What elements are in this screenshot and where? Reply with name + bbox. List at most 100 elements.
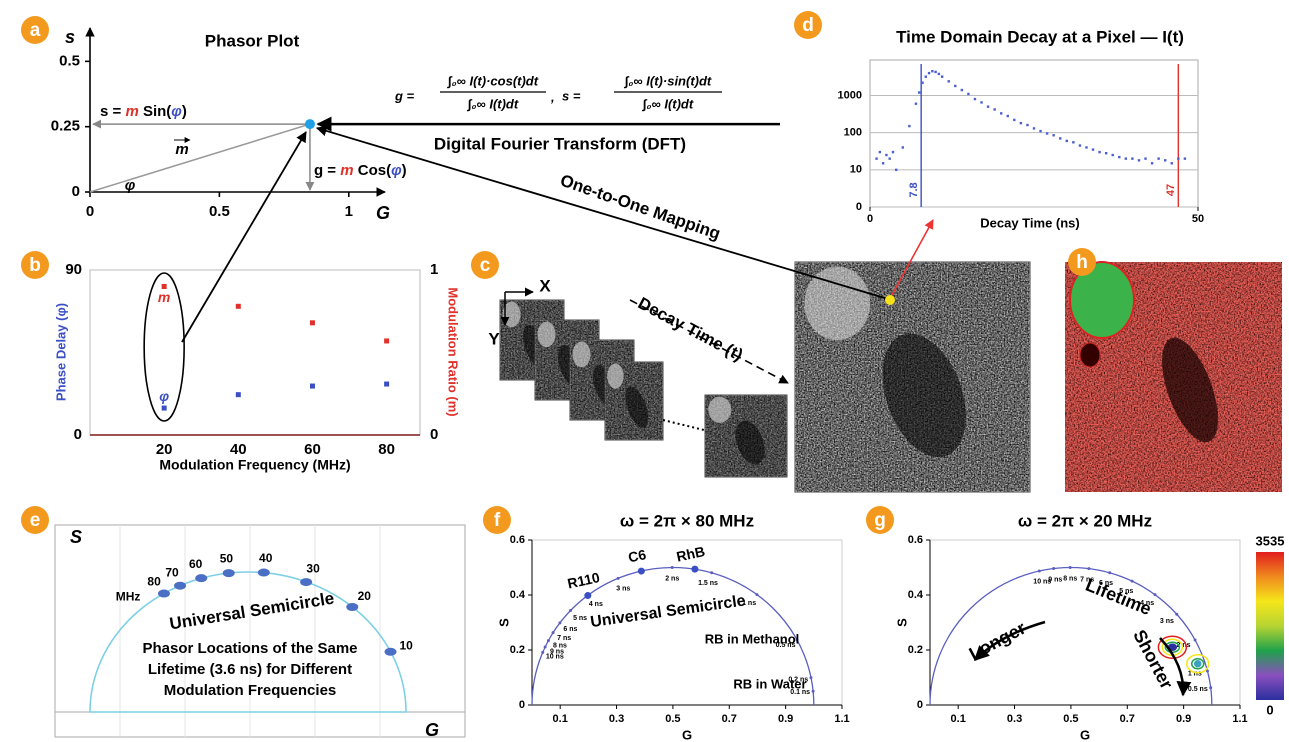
g-equation-part: Cos( bbox=[354, 162, 392, 179]
data-point bbox=[1013, 119, 1015, 121]
colorbar bbox=[1256, 552, 1284, 700]
x-tick-label: 0.7 bbox=[1120, 713, 1135, 725]
data-point bbox=[162, 406, 167, 411]
point-label: 30 bbox=[306, 561, 320, 575]
dye-point bbox=[691, 566, 698, 573]
data-point bbox=[1138, 159, 1140, 161]
y-tick-label: 0.4 bbox=[908, 589, 924, 601]
formula-part: ∫₀∞ I(t)·sin(t)dt bbox=[624, 73, 712, 88]
x-tick-label: 60 bbox=[304, 441, 321, 458]
lifetime-marker bbox=[1069, 566, 1072, 569]
lifetime-marker bbox=[544, 646, 547, 649]
angle-label: φ bbox=[125, 177, 136, 194]
data-point bbox=[888, 157, 890, 159]
y-tick-label: 0.25 bbox=[51, 118, 80, 135]
formula-part: ∫₀∞ I(t)dt bbox=[467, 96, 519, 111]
s-equation-part: m bbox=[125, 103, 138, 120]
y-tick-label: 0 bbox=[72, 183, 80, 200]
data-point bbox=[195, 574, 207, 582]
data-point bbox=[1171, 162, 1173, 164]
lifetime-marker bbox=[809, 676, 812, 679]
s-equation: s = m Sin(φ) bbox=[100, 103, 187, 120]
lifetime-marker bbox=[558, 621, 561, 624]
x-tick-label: 0.1 bbox=[553, 713, 568, 725]
data-point bbox=[236, 304, 241, 309]
data-point bbox=[1079, 144, 1081, 146]
lifetime-marker bbox=[755, 593, 758, 596]
series-label: m bbox=[158, 289, 170, 305]
data-point bbox=[1105, 152, 1107, 154]
lifetime-marker bbox=[671, 566, 674, 569]
data-point bbox=[1118, 156, 1120, 158]
phasor-point bbox=[305, 119, 315, 129]
lifetime-label: 3 ns bbox=[1160, 618, 1174, 625]
x-tick-label: 80 bbox=[378, 441, 395, 458]
g-equation-part: g = bbox=[314, 162, 340, 179]
data-point bbox=[384, 338, 389, 343]
data-point bbox=[967, 93, 969, 95]
image-feature bbox=[708, 397, 731, 423]
lifetime-label: 7 ns bbox=[557, 635, 571, 642]
data-point bbox=[1085, 146, 1087, 148]
data-point bbox=[1046, 132, 1048, 134]
point-label: 20 bbox=[358, 589, 372, 603]
axis-label: Y bbox=[488, 329, 500, 348]
data-point bbox=[1020, 122, 1022, 124]
point-label: 50 bbox=[220, 551, 234, 565]
lifetime-marker bbox=[1209, 686, 1212, 689]
image-feature bbox=[1080, 343, 1100, 367]
lifetime-marker bbox=[1153, 593, 1156, 596]
image-feature bbox=[573, 342, 591, 368]
g-equation-part: φ bbox=[391, 162, 402, 179]
lifetime-marker bbox=[812, 690, 815, 693]
y-tick-label: 10 bbox=[850, 164, 862, 176]
x-tick-label: 0.9 bbox=[1176, 713, 1191, 725]
lifetime-label: 1 ns bbox=[1188, 670, 1202, 677]
image-feature bbox=[607, 364, 623, 389]
formula-part: g = bbox=[394, 88, 415, 103]
data-point bbox=[1000, 112, 1002, 114]
point-label: 80 bbox=[147, 574, 161, 588]
y-axis-label: S bbox=[496, 618, 511, 627]
data-point bbox=[236, 392, 241, 397]
y2-tick-label: 0 bbox=[430, 426, 438, 443]
lifetime-marker bbox=[1052, 567, 1055, 570]
density-contour bbox=[1195, 661, 1201, 667]
data-point bbox=[346, 603, 358, 611]
panel-label: c bbox=[480, 255, 491, 276]
x-tick-label: 0.5 bbox=[209, 203, 230, 220]
data-point bbox=[1098, 151, 1100, 153]
data-point bbox=[885, 154, 887, 156]
y-tick-label: 0.2 bbox=[510, 644, 525, 656]
data-point bbox=[954, 85, 956, 87]
y-tick-label: 0.6 bbox=[510, 534, 525, 546]
chart-title: ω = 2π × 80 MHz bbox=[620, 511, 754, 530]
lifetime-label: 2 ns bbox=[665, 575, 679, 582]
data-point bbox=[921, 82, 923, 84]
x-axis-label: Modulation Frequency (MHz) bbox=[159, 457, 350, 473]
chart-title: ω = 2π × 20 MHz bbox=[1018, 511, 1152, 530]
y-axis-label: S bbox=[894, 618, 909, 627]
g-equation: g = m Cos(φ) bbox=[314, 162, 407, 179]
y-tick-label: 0.2 bbox=[908, 644, 923, 656]
point-label: 10 bbox=[399, 639, 413, 653]
s-equation-part: s = bbox=[100, 103, 125, 120]
point-label: 70 bbox=[165, 566, 179, 580]
data-point bbox=[902, 146, 904, 148]
data-point bbox=[931, 70, 933, 72]
data-point bbox=[310, 320, 315, 325]
formula-part: , bbox=[550, 89, 555, 104]
data-point bbox=[258, 569, 270, 577]
lifetime-marker bbox=[1131, 580, 1134, 583]
data-point bbox=[384, 382, 389, 387]
data-point bbox=[1131, 157, 1133, 159]
point-label: 40 bbox=[259, 551, 273, 565]
y-tick-label: 0.6 bbox=[908, 534, 923, 546]
s-equation-part: Sin( bbox=[139, 103, 172, 120]
caption-line: Phasor Locations of the Same bbox=[142, 640, 357, 657]
lifetime-marker bbox=[1194, 638, 1197, 641]
data-point bbox=[1112, 154, 1114, 156]
formula-part: ∫₀∞ I(t)·cos(t)dt bbox=[447, 73, 539, 88]
lifetime-marker bbox=[547, 639, 550, 642]
point-label: 60 bbox=[189, 557, 203, 571]
